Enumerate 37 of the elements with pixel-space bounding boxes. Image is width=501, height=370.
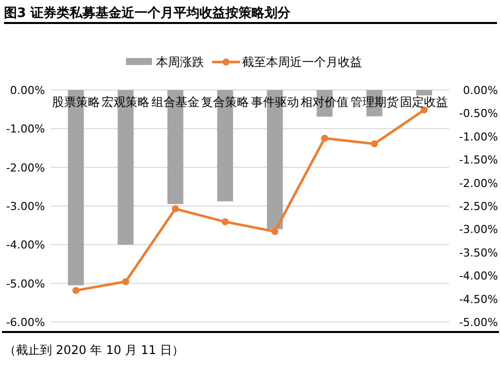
y2-tick-label: -2.50% (459, 200, 498, 213)
x-tick-label: 相对价值 (300, 95, 349, 109)
y2-tick-label: 0.00% (463, 84, 498, 97)
x-tick-label: 固定收益 (400, 95, 448, 109)
y2-tick-label: -1.50% (459, 154, 498, 167)
y-tick-label: -1.00% (6, 122, 45, 136)
y2-tick-label: -3.00% (459, 223, 498, 236)
x-tick-label: 复合策略 (201, 95, 250, 109)
point (370, 140, 378, 148)
x-tick-label: 事件驱动 (250, 95, 299, 109)
y-tick-label: -3.00% (6, 200, 45, 213)
text: （截止到 2020 年 10 月 11 日） (4, 343, 184, 357)
point (321, 134, 328, 142)
point (72, 286, 80, 294)
point (172, 205, 179, 212)
y-tick-label: -6.00% (6, 316, 45, 329)
chart-title: 图3 证券类私募基金近一个月平均收益按策略划分 (4, 5, 292, 21)
x-tick-label: 组合基金 (151, 95, 200, 109)
y-tick-label: -5.00% (6, 277, 45, 290)
point (271, 228, 278, 236)
y-tick-label: -4.00% (6, 238, 45, 252)
point (122, 278, 130, 286)
point (222, 218, 229, 226)
legend-label: 截至本周近一个月收益 (242, 55, 362, 69)
y2-tick-label: -0.50% (459, 107, 498, 120)
x-tick-label: 管理期货 (350, 95, 398, 109)
y2-tick-label: -2.00% (459, 176, 498, 190)
y-tick-label: -2.00% (6, 161, 45, 174)
y2-tick-label: -4.50% (459, 292, 498, 306)
x-tick-label: 宏观策略 (102, 95, 150, 109)
y2-tick-label: -3.50% (459, 246, 498, 260)
legend-label: 本周涨跌 (156, 55, 204, 69)
y2-tick-label: -4.00% (459, 270, 498, 283)
y2-tick-label: -1.00% (459, 130, 498, 144)
y2-tick-label: -5.00% (459, 316, 498, 329)
y-tick-label: 0.00% (10, 84, 45, 97)
x-tick-label: 股票策略 (52, 95, 100, 109)
